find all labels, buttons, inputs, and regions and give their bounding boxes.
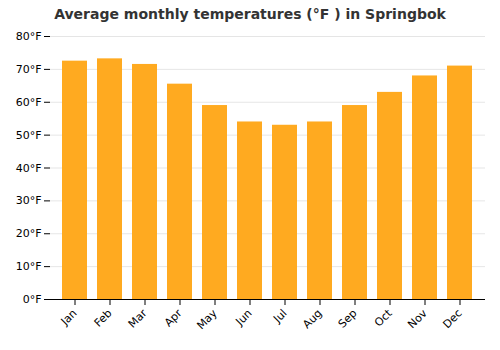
svg-text:Jul: Jul [270, 307, 289, 326]
svg-text:Dec: Dec [440, 307, 464, 331]
svg-text:20°F: 20°F [16, 227, 42, 240]
svg-text:10°F: 10°F [16, 260, 42, 273]
svg-text:Aug: Aug [300, 307, 324, 331]
svg-text:70°F: 70°F [16, 63, 42, 76]
svg-text:50°F: 50°F [16, 129, 42, 142]
svg-text:Feb: Feb [92, 307, 115, 330]
html-text:Average monthly temperatures (: Average monthly temperatures (°F ) in Sp… [54, 6, 446, 22]
svg-text:Sep: Sep [336, 307, 360, 331]
svg-text:Jan: Jan [58, 307, 80, 329]
svg-text:Mar: Mar [126, 306, 150, 330]
svg-text:80°F: 80°F [16, 30, 42, 43]
svg-text:0°F: 0°F [23, 293, 42, 306]
svg-text:Nov: Nov [405, 306, 430, 331]
svg-text:40°F: 40°F [16, 162, 42, 175]
svg-text:May: May [194, 306, 220, 332]
svg-text:Apr: Apr [162, 306, 185, 329]
svg-text:30°F: 30°F [16, 194, 42, 207]
svg-text:Oct: Oct [372, 306, 395, 329]
svg-text:Jun: Jun [233, 307, 255, 329]
svg-text:60°F: 60°F [16, 96, 42, 109]
